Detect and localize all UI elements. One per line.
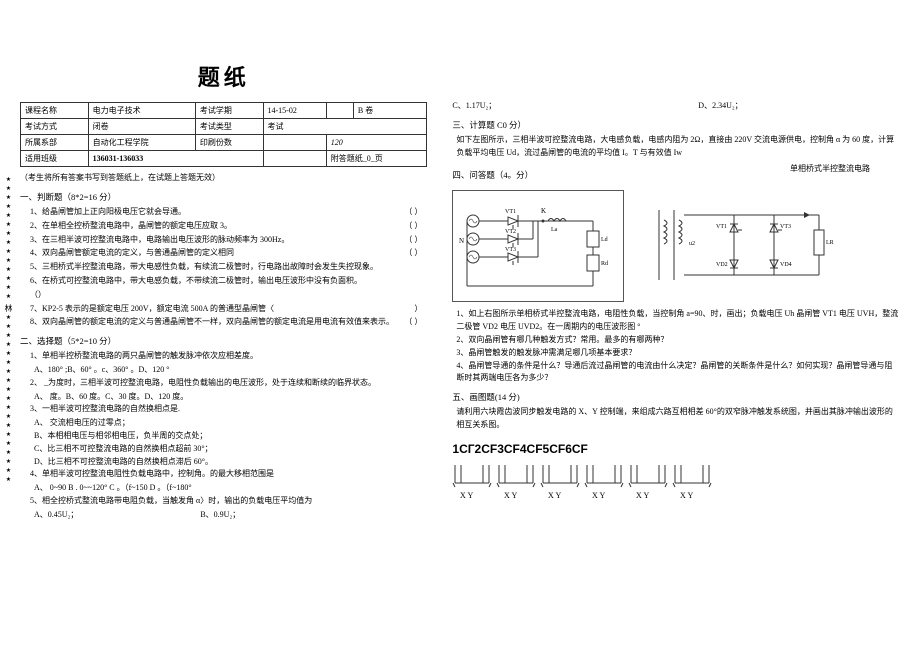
meta-cell: 考试学期 (195, 103, 263, 119)
meta-cell: 自动化工程学院 (88, 135, 195, 151)
q2-2-choices: A、 度。B、60 度。C、30 度。D、120 度。 (34, 391, 427, 404)
label-la: La (551, 227, 558, 233)
q2-4-choices: A、 0~90 B . 0~~120° C 。（f~150 D 。（f~180° (34, 482, 427, 495)
fig2-caption: 单相桥式半控整流电路 (790, 163, 870, 184)
label-vt2: VT2 (505, 229, 516, 235)
label-vt1: VT1 (505, 209, 516, 215)
wave-xy-1: X Y (504, 491, 517, 500)
q2-2: 2、 _为度时，三相半波可控整流电路，电阻性负载输出的电压波形，处于连续和断续的… (30, 377, 427, 390)
section2-title: 二、选择题（5*2=10 分） (20, 335, 427, 347)
q2-3a: A、 交流相电压的过零点； (34, 417, 427, 430)
meta-cell: 适用班级 (21, 151, 89, 167)
wave-xy-2: X Y (548, 491, 561, 500)
binding-text-1: 林 (4, 304, 13, 312)
q2-5c: C、1.17U₂； (452, 101, 496, 110)
q2-3b: B、本相相电压与相邻相电压，负半周的交点处； (34, 430, 427, 443)
table-row: 所属系部 自动化工程学院 印刷份数 120 (21, 135, 427, 151)
section1-title: 一、判断题（8*2=16 分） (20, 191, 427, 203)
wave-xy-0: X Y (460, 491, 473, 500)
pulse-diagram: X Y X Y X Y X Y X Y X Y (452, 460, 900, 505)
q2-3d: D、比三相不可控整流电路的自然换相点滞后 60°。 (34, 456, 427, 469)
q2-5-cont: C、1.17U₂； D、2.34U₂； (452, 100, 900, 113)
table-row: 考试方式 闭卷 考试类型 考试 (21, 119, 427, 135)
label-vt3b: VT3 (780, 224, 791, 230)
meta-cell: 考试类型 (195, 119, 263, 135)
section3-desc: 如下左图所示，三相半波可控整流电路，大电感负载，电感内阻为 2Ω，直接由 220… (456, 134, 900, 160)
section5-title: 五、画图题(14 分) (452, 391, 900, 403)
meta-cell: 考试方式 (21, 119, 89, 135)
q2-3c: C、比三相不可控整流电路的自然换相点超前 30°； (34, 443, 427, 456)
binding-stars-2: ★★★★★★★★★★★★★★★★★★★ (5, 314, 11, 485)
binding-strip-1: ★★★★★★★★★★★★★★ 林 ★★★★★★★★★★★★★★★★★★★ (0, 70, 14, 590)
q2-1: 1、单相半控桥整流电路的两只晶闸管的触发脉冲依次应相差度。 (30, 350, 427, 363)
q2-5d: D、2.34U₂； (698, 101, 742, 110)
meta-cell: 所属系部 (21, 135, 89, 151)
meta-cell: 14-15-02 (263, 103, 326, 119)
q4-1: 1、如上右图所示单相桥式半控整流电路，电阻性负载，当控制角 a=90、时，画出；… (456, 308, 900, 334)
meta-cell: 电力电子技术 (88, 103, 195, 119)
meta-cell: 120 (326, 135, 427, 151)
meta-cell: 印刷份数 (195, 135, 263, 151)
meta-table: 课程名称 电力电子技术 考试学期 14-15-02 B 卷 考试方式 闭卷 考试… (20, 102, 427, 167)
label-k: K (541, 207, 546, 215)
table-row: 适用班级 136031-136033 附答题纸_0_页 (21, 151, 427, 167)
meta-cell: B 卷 (353, 103, 427, 119)
meta-cell (263, 135, 326, 151)
q1-8: 8、双向晶闸管的额定电流的定义与普通晶闸管不一样，双向晶闸管的额定电流是用电流有… (30, 316, 427, 329)
meta-cell (263, 151, 326, 167)
q1-2: 2、在单相全控桥整流电路中，晶闸管的额定电压应取 3。（ ） (30, 220, 427, 233)
label-vd2: VD2 (716, 262, 728, 268)
q2-1-choices: A、180° ;B、60° 。c、360° 。D、120 ° (34, 364, 427, 377)
q2-5-row: A、0.45U₂； B、0.9U₂； (34, 509, 427, 522)
label-vt1b: VT1 (716, 224, 727, 230)
wave-label: 1CГ2CF3CF4CF5CF6CF (452, 442, 900, 456)
label-vd4: VD4 (780, 262, 792, 268)
wave-xy-3: X Y (592, 491, 605, 500)
label-rd: Rd (601, 261, 608, 267)
q4-3: 3、晶闸管触发的触发脉冲需满足哪几项基本要求？ (456, 347, 900, 360)
section5-desc: 请利用六块霞齿波同步触发电路的 X、Y 控制端，来组成六路互相相差 60°的双窄… (456, 406, 900, 432)
section3-title: 三、计算题 C0 分） (452, 119, 900, 131)
label-lr: LR (826, 240, 834, 246)
q2-5a: A、0.45U₂； (34, 510, 78, 519)
section4-title: 四、问答题（4。分） (452, 169, 533, 181)
q1-3: 3、在三相半波可控整流电路中，电路输出电压波形的脉动频率为 300Hz。（ ） (30, 234, 427, 247)
q2-4: 4、单相半波可控整流电阻性负载电路中，控制角。的最大移相范围是 (30, 468, 427, 481)
q1-5: 5、三相桥式半控整流电路，带大电感性负载，有续流二极管时，行电路出故障时会发生失… (30, 261, 427, 274)
meta-cell (326, 103, 353, 119)
circuit-figure-2: u2 VT1 (644, 190, 834, 302)
label-vt3: VT3 (505, 247, 516, 253)
q2-3: 3、一相半波可控整流电路的自然换相点是. (30, 403, 427, 416)
q1-4: 4、双向晶闸管额定电流的定义，与普通晶闸管的定义相同（ ） (30, 247, 427, 260)
binding-stars: ★★★★★★★★★★★★★★ (5, 176, 11, 302)
circuit-figure-1: N VT1 VT2 VT3 (452, 190, 624, 302)
meta-cell: 附答题纸_0_页 (326, 151, 427, 167)
q4-4: 4、晶闸管导通的条件是什么？导通后流过晶闸管的电流由什么决定？晶闸管的关断条件是… (456, 360, 900, 386)
table-row: 课程名称 电力电子技术 考试学期 14-15-02 B 卷 (21, 103, 427, 119)
label-ld: Ld (601, 237, 608, 243)
q4-2: 2、双向晶闸管有哪几种触发方式？常用。最多的有哪两种？ (456, 334, 900, 347)
q2-5b: B、0.9U₂； (200, 510, 240, 519)
q1-1: 1、给晶闸管加上正向阳极电压它就会导通。（ ） (30, 206, 427, 219)
figure-row: N VT1 VT2 VT3 (452, 190, 900, 302)
exam-note: （考生将所有答案书写到答题纸上，在试题上答题无效） (20, 172, 427, 183)
label-n: N (459, 237, 464, 245)
meta-cell: 考试 (263, 119, 427, 135)
q1-7: 7、KP2-5 表示的是额定电压 200V，额定电流 500A 的普通型晶闸管〈… (30, 303, 427, 316)
q1-6b: （） (30, 289, 427, 302)
q1-6: 6、在桥式可控整流电路中，带大电感负载，不带续流二极管时，输出电压波形中没有负面… (30, 275, 427, 288)
label-u2: u2 (689, 241, 695, 247)
meta-cell: 闭卷 (88, 119, 195, 135)
meta-cell: 课程名称 (21, 103, 89, 119)
wave-xy-5: X Y (680, 491, 693, 500)
meta-cell: 136031-136033 (88, 151, 263, 167)
q2-5: 5、相全控桥式整流电路带电阻负载，当触发角 α〉时，输出的负载电压平均值为 (30, 495, 427, 508)
wave-xy-4: X Y (636, 491, 649, 500)
page-title: 题纸 (20, 60, 427, 92)
